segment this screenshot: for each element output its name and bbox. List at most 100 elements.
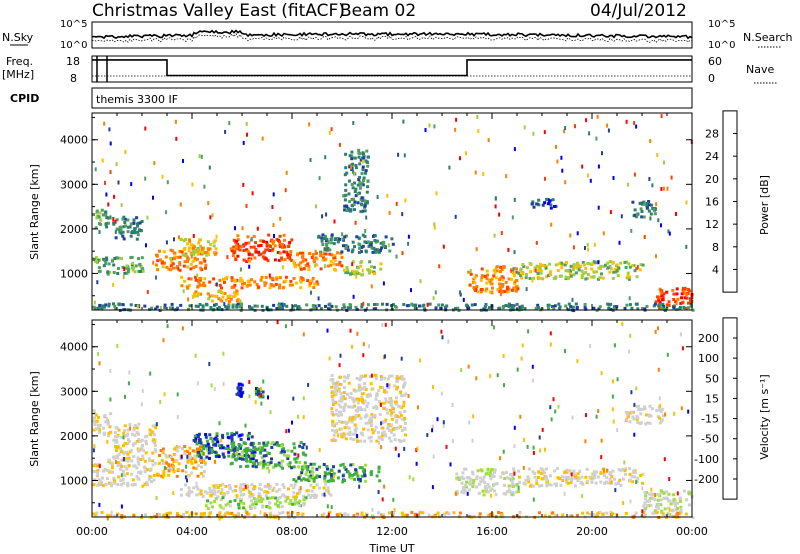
- heatmap-cell: [653, 212, 657, 216]
- heatmap-cell: [330, 237, 334, 241]
- heatmap-cell: [116, 435, 120, 439]
- heatmap-cell: [282, 485, 286, 489]
- heatmap-cell: [397, 415, 401, 419]
- heatmap-cell: [353, 245, 356, 249]
- heatmap-cell: [518, 475, 521, 479]
- heatmap-cell: [209, 436, 213, 440]
- heatmap-cell: [638, 422, 642, 425]
- heatmap-cell: [538, 276, 542, 280]
- heatmap-cell: [143, 482, 147, 486]
- heatmap-cell: [176, 255, 180, 259]
- heatmap-cell: [415, 448, 418, 453]
- heatmap-cell: [373, 429, 377, 432]
- heatmap-cell: [343, 208, 347, 212]
- heatmap-cell: [214, 454, 218, 458]
- heatmap-cell: [129, 303, 133, 307]
- heatmap-cell: [165, 210, 168, 215]
- heatmap-cell: [335, 412, 339, 416]
- heatmap-cell: [656, 506, 660, 510]
- heatmap-cell: [260, 386, 262, 391]
- heatmap-cell: [505, 287, 509, 291]
- heatmap-cell: [623, 260, 627, 264]
- heatmap-cell: [114, 444, 117, 448]
- heatmap-cell: [229, 448, 233, 452]
- heatmap-cell: [177, 462, 181, 466]
- heatmap-cell: [132, 221, 136, 225]
- heatmap-cell: [335, 384, 339, 388]
- heatmap-cell: [343, 479, 346, 482]
- heatmap-cell: [486, 482, 490, 486]
- heatmap-cell: [571, 415, 574, 420]
- heatmap-cell: [187, 307, 190, 311]
- heatmap-cell: [490, 468, 494, 471]
- heatmap-cell: [233, 432, 236, 436]
- heatmap-cell: [238, 389, 242, 393]
- heatmap-cell: [549, 483, 553, 487]
- heatmap-cell: [389, 401, 393, 405]
- heatmap-cell: [152, 438, 156, 442]
- heatmap-cell: [361, 183, 365, 187]
- heatmap-cell: [403, 446, 406, 451]
- heatmap-cell: [299, 267, 303, 271]
- heatmap-cell: [338, 142, 341, 147]
- heatmap-cell: [115, 440, 119, 444]
- heatmap-cell: [293, 457, 297, 461]
- heatmap-cell: [625, 260, 629, 264]
- heatmap-cell: [624, 467, 628, 471]
- heatmap-cell: [312, 479, 316, 483]
- heatmap-cell: [268, 249, 272, 252]
- colorbar-tick-label: -100: [694, 453, 719, 466]
- heatmap-cell: [332, 242, 336, 246]
- heatmap-cell: [108, 127, 111, 132]
- heatmap-cell: [109, 170, 112, 175]
- heatmap-cell: [625, 412, 629, 416]
- heatmap-cell: [500, 231, 503, 235]
- heatmap-cell: [463, 483, 467, 487]
- heatmap-cell: [198, 283, 202, 287]
- heatmap-cell: [103, 414, 107, 418]
- heatmap-cell: [387, 243, 390, 248]
- heatmap-cell: [313, 496, 317, 499]
- heatmap-cell: [454, 127, 457, 132]
- heatmap-cell: [550, 222, 553, 227]
- heatmap-cell: [250, 435, 254, 439]
- heatmap-cell: [323, 479, 327, 483]
- heatmap-cell: [199, 277, 203, 280]
- heatmap-cell: [172, 453, 176, 456]
- heatmap-cell: [447, 339, 450, 344]
- heatmap-cell: [317, 304, 321, 308]
- heatmap-cell: [356, 439, 359, 443]
- heatmap-cell: [203, 284, 207, 288]
- heatmap-cell: [302, 477, 306, 481]
- heatmap-cell: [251, 494, 254, 498]
- heatmap-cell: [216, 486, 220, 490]
- heatmap-cell: [121, 265, 125, 269]
- heatmap-cell: [536, 303, 540, 307]
- heatmap-cell: [373, 234, 377, 238]
- heatmap-cell: [325, 465, 329, 468]
- heatmap-cell: [553, 469, 557, 473]
- heatmap-cell: [545, 484, 549, 488]
- heatmap-cell: [133, 433, 137, 437]
- heatmap-cell: [252, 245, 256, 249]
- heatmap-cell: [107, 481, 111, 485]
- heatmap-cell: [208, 165, 211, 170]
- heatmap-cell: [286, 462, 290, 466]
- heatmap-cell: [155, 253, 158, 257]
- heatmap-cell: [549, 270, 553, 274]
- heatmap-cell: [280, 449, 284, 453]
- heatmap-cell: [222, 277, 225, 281]
- heatmap-cell: [549, 206, 553, 210]
- heatmap-cell: [370, 246, 374, 250]
- heatmap-cell: [468, 420, 471, 425]
- heatmap-cell: [98, 423, 102, 427]
- heatmap-cell: [334, 268, 337, 272]
- heatmap-cell: [219, 446, 222, 450]
- heatmap-cell: [338, 363, 341, 368]
- heatmap-cell: [371, 431, 375, 435]
- heatmap-cell: [122, 225, 126, 229]
- heatmap-cell: [153, 424, 157, 428]
- heatmap-cell: [132, 428, 136, 432]
- heatmap-cell: [591, 275, 595, 279]
- heatmap-cell: [149, 479, 153, 483]
